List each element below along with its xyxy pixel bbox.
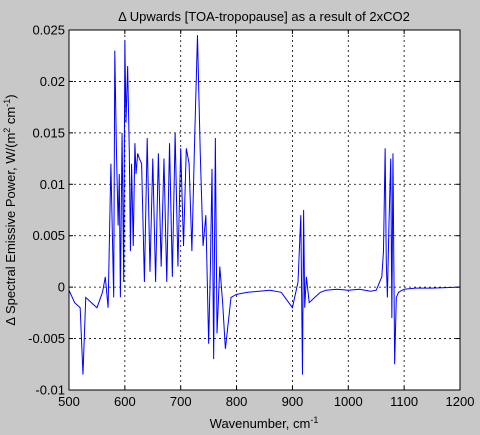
y-tick-label: -0.01 (35, 383, 65, 398)
chart-title: Δ Upwards [TOA-tropopause] as a result o… (118, 9, 410, 24)
x-axis-title: Wavenumber, cm-1 (210, 415, 319, 431)
y-tick-label: 0.02 (40, 74, 65, 89)
series-line (68, 35, 461, 375)
x-tick-label: 800 (226, 394, 248, 409)
y-axis-title: Δ Spectral Emissive Power, W/(m2 cm-1) (2, 94, 18, 325)
x-tick-label: 900 (282, 394, 304, 409)
y-tick-label: -0.005 (28, 331, 65, 346)
y-tick-label: 0.015 (32, 125, 65, 140)
grid (69, 30, 460, 390)
x-tick-label: 700 (170, 394, 192, 409)
x-tick-labels: 500 600 700 800 900 1000 1100 1200 (58, 394, 474, 409)
x-tick-label: 1000 (334, 394, 363, 409)
x-tick-label: 1100 (390, 394, 418, 409)
y-tick-label: 0.025 (32, 23, 65, 38)
x-tick-label: 1200 (446, 394, 475, 409)
y-tick-labels: -0.01 -0.005 0 0.005 0.01 0.015 0.02 0.025 (28, 23, 65, 398)
y-tick-label: 0.005 (32, 228, 65, 243)
x-tick-label: 500 (58, 394, 80, 409)
y-tick-label: 0.01 (40, 177, 65, 192)
y-tick-label: 0 (58, 280, 65, 295)
ticks (68, 29, 461, 391)
plot-frame (68, 29, 461, 391)
x-tick-label: 600 (114, 394, 136, 409)
